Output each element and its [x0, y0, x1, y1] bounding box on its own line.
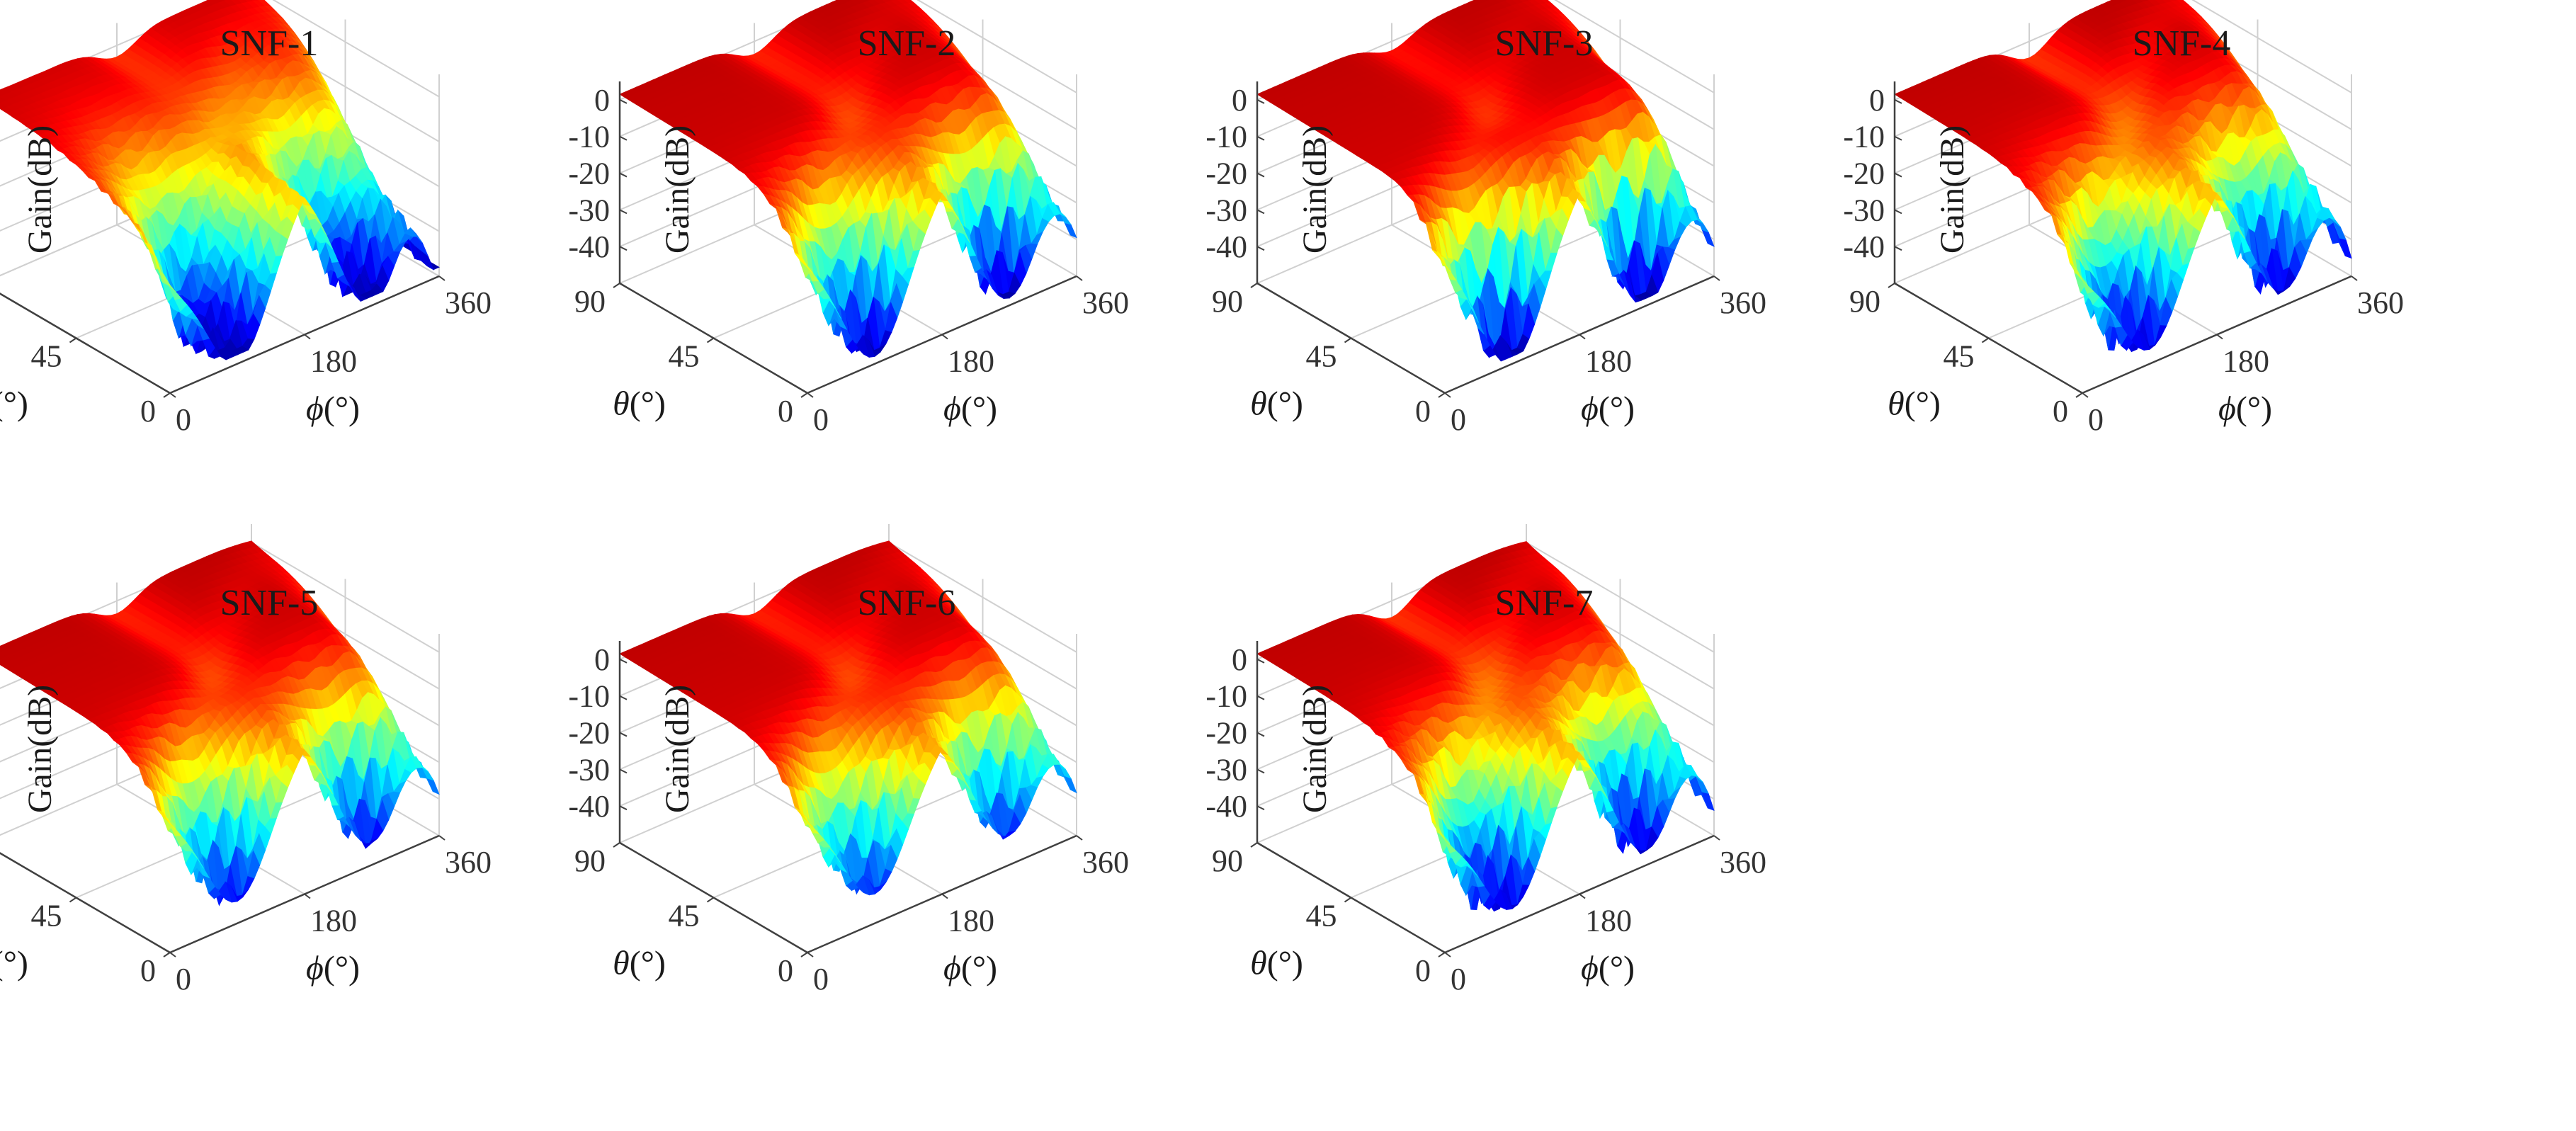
- theta-tick-label: 0: [140, 394, 156, 428]
- phi-tick-mark: [941, 334, 948, 340]
- chart-panel-4: SNF-4 0 -10 -20 -30 -40 0 45 90 0 180 360 Gain(dB) θ(…: [1843, 0, 2550, 552]
- phi-tick-label: 0: [1451, 402, 1466, 437]
- z-axis-label: Gain(dB): [21, 125, 59, 254]
- phi-tick-mark: [1076, 275, 1083, 281]
- z-tick-label: -20: [1205, 157, 1247, 191]
- surface-patch: [163, 274, 176, 292]
- grid-line: [0, 292, 171, 394]
- z-tick-mark: [1256, 246, 1265, 251]
- z-tick-mark: [619, 209, 628, 215]
- chart-title: SNF-2: [858, 23, 956, 64]
- z-tick-label: -30: [568, 193, 610, 227]
- phi-tick-mark: [304, 334, 311, 340]
- phi-tick-label: 360: [1082, 285, 1129, 320]
- surface: [1894, 0, 2352, 353]
- chart-svg: SNF-10-10-20-30-40045900180360Gain(dB)θ(…: [0, 0, 492, 437]
- theta-tick-label: 0: [778, 394, 793, 428]
- z-tick-label: 0: [594, 83, 610, 118]
- phi-symbol: ϕ: [306, 390, 324, 428]
- chart-svg: SNF-30-10-20-30-40045900180360Gain(dB)θ(…: [1205, 0, 1766, 437]
- phi-symbol: ϕ: [943, 390, 961, 428]
- theta-tick-mark: [1344, 337, 1352, 343]
- theta-tick-mark: [163, 392, 171, 398]
- axes: [0, 275, 446, 398]
- theta-unit: (°): [0, 385, 28, 423]
- z-tick-mark: [1256, 209, 1265, 215]
- phi-tick-mark: [1444, 392, 1451, 398]
- theta-symbol: θ: [1250, 385, 1267, 423]
- z-tick-label: -40: [1205, 229, 1247, 264]
- theta-tick-mark: [613, 283, 620, 288]
- phi-tick-mark: [807, 392, 814, 398]
- chart-title: SNF-1: [220, 23, 319, 64]
- theta-tick-mark: [1438, 392, 1446, 398]
- theta-tick-label: 0: [1415, 394, 1431, 428]
- theta-axis-label: θ(°): [613, 385, 666, 423]
- z-axis-label: Gain(dB): [659, 125, 696, 254]
- theta-unit: (°): [630, 385, 666, 423]
- z-tick-mark: [619, 135, 628, 141]
- phi-tick-label: 0: [176, 402, 191, 437]
- theta-axis-line: [0, 292, 171, 394]
- surface: [619, 0, 1077, 358]
- z-tick-label: -30: [1205, 193, 1247, 227]
- surface: [1256, 0, 1715, 362]
- z-tick-label: 0: [1232, 83, 1247, 118]
- surface-patch: [1064, 222, 1077, 239]
- surface-patch: [1438, 253, 1451, 273]
- axes: [613, 81, 1083, 398]
- z-tick-mark: [1256, 99, 1265, 104]
- theta-tick-label: 45: [31, 339, 62, 374]
- z-tick-mark: [619, 246, 628, 251]
- z-tick-label: -10: [1205, 120, 1247, 154]
- phi-axis-label: ϕ(°): [943, 390, 997, 428]
- theta-tick-label: 45: [1306, 339, 1337, 374]
- phi-unit: (°): [961, 390, 997, 428]
- z-tick-label: -10: [568, 120, 610, 154]
- theta-axis-label: θ(°): [1250, 385, 1303, 423]
- z-tick-mark: [1256, 135, 1265, 141]
- phi-tick-label: 180: [1585, 344, 1632, 379]
- phi-tick-mark: [169, 392, 176, 398]
- z-tick-label: -20: [568, 157, 610, 191]
- phi-tick-mark: [1579, 334, 1586, 340]
- phi-tick-label: 180: [310, 344, 357, 379]
- phi-symbol: ϕ: [1581, 390, 1599, 428]
- z-tick-label: -40: [568, 229, 610, 264]
- phi-tick-label: 360: [445, 285, 492, 320]
- theta-symbol: θ: [613, 385, 630, 423]
- chart-panel-2: SNF-2 0 -10 -20 -30 -40 0 45 90 0 180 360 Gain(dB) θ(…: [568, 0, 1275, 552]
- phi-axis-label: ϕ(°): [306, 390, 360, 428]
- chart-title: SNF-3: [1495, 23, 1594, 64]
- theta-tick-label: 90: [574, 284, 606, 319]
- phi-tick-label: 0: [813, 402, 829, 437]
- axes: [1250, 81, 1720, 398]
- theta-unit: (°): [1267, 385, 1303, 423]
- phi-unit: (°): [324, 390, 360, 428]
- z-tick-mark: [1256, 172, 1265, 178]
- theta-tick-label: 90: [1212, 284, 1243, 319]
- theta-tick-mark: [69, 337, 77, 343]
- phi-tick-mark: [438, 275, 446, 281]
- theta-tick-mark: [800, 392, 808, 398]
- z-axis-label: Gain(dB): [1296, 125, 1334, 254]
- phi-tick-label: 180: [948, 344, 994, 379]
- phi-tick-label: 360: [1720, 285, 1766, 320]
- z-tick-mark: [619, 99, 628, 104]
- chart-svg: SNF-40-10-20-30-40045900180360Gain(dB)θ(…: [1843, 0, 2404, 437]
- theta-tick-label: 45: [669, 339, 700, 374]
- theta-tick-mark: [1250, 283, 1258, 288]
- chart-panel-1: SNF-10-10-20-30-40045900180360Gain(dB)θ(…: [0, 0, 637, 552]
- surface: [0, 0, 440, 360]
- phi-unit: (°): [1599, 390, 1635, 428]
- phi-axis-label: ϕ(°): [1581, 390, 1635, 428]
- chart-panel-3: SNF-3 0 -10 -20 -30 -40 0 45 90 0 180 360 Gain(dB) θ(…: [1205, 0, 1912, 552]
- surface-patch: [800, 256, 814, 274]
- theta-axis-label: θ(°): [0, 385, 28, 423]
- chart-svg: SNF-20-10-20-30-40045900180360Gain(dB)θ(…: [568, 0, 1129, 437]
- phi-tick-mark: [1713, 275, 1720, 281]
- theta-tick-mark: [706, 337, 715, 343]
- z-tick-mark: [619, 172, 628, 178]
